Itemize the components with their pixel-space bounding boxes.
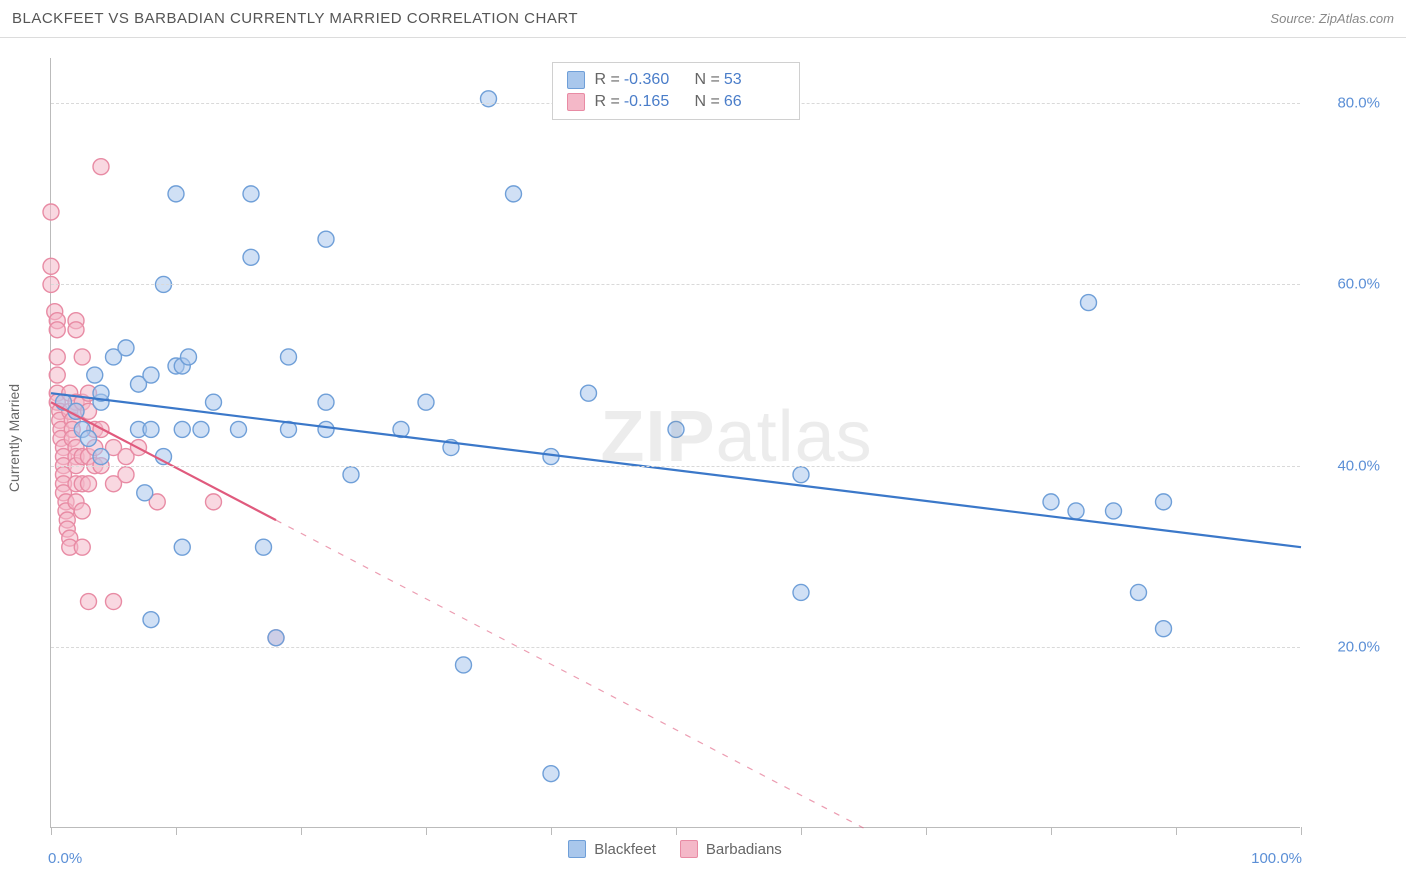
- x-tick: [551, 827, 552, 835]
- r-value-1: -0.165: [624, 93, 669, 111]
- n-label-0: N =: [695, 71, 720, 89]
- x-tick: [926, 827, 927, 835]
- scatter-svg: [51, 58, 1300, 827]
- x-tick: [1176, 827, 1177, 835]
- x-tick: [176, 827, 177, 835]
- source-label: Source:: [1270, 11, 1315, 26]
- stats-legend-row-0: R = -0.360 N = 53: [567, 69, 785, 91]
- x-axis-footer: 0.0% Blackfeet Barbadians 100.0%: [50, 836, 1300, 876]
- source-value: ZipAtlas.com: [1319, 11, 1394, 26]
- stats-swatch-1: [567, 93, 585, 111]
- series-label-0: Blackfeet: [594, 841, 656, 858]
- y-tick-label: 20.0%: [1310, 638, 1380, 655]
- x-tick: [426, 827, 427, 835]
- series-swatch-0: [568, 840, 586, 858]
- y-tick-label: 40.0%: [1310, 457, 1380, 474]
- y-tick-label: 80.0%: [1310, 95, 1380, 112]
- n-label-1: N =: [695, 93, 720, 111]
- x-tick: [1301, 827, 1302, 835]
- stats-swatch-0: [567, 71, 585, 89]
- source-attribution: Source: ZipAtlas.com: [1270, 11, 1394, 26]
- gridline-h: [51, 647, 1300, 648]
- r-label-1: R =: [595, 93, 620, 111]
- y-tick-label: 60.0%: [1310, 276, 1380, 293]
- y-axis-label: Currently Married: [6, 384, 22, 492]
- x-axis-max-label: 100.0%: [1251, 850, 1302, 867]
- series-legend-item-1: Barbadians: [680, 840, 782, 858]
- stats-legend-row-1: R = -0.165 N = 66: [567, 91, 785, 113]
- n-value-0: 53: [724, 71, 742, 89]
- x-tick: [51, 827, 52, 835]
- x-tick: [1051, 827, 1052, 835]
- x-tick: [676, 827, 677, 835]
- gridline-h: [51, 466, 1300, 467]
- series-legend: Blackfeet Barbadians: [50, 840, 1300, 858]
- r-value-0: -0.360: [624, 71, 669, 89]
- series-legend-item-0: Blackfeet: [568, 840, 656, 858]
- chart-area: Currently Married R = -0.360 N = 53 R = …: [0, 38, 1406, 892]
- stats-legend: R = -0.360 N = 53 R = -0.165 N = 66: [552, 62, 800, 120]
- series-swatch-1: [680, 840, 698, 858]
- header-bar: BLACKFEET VS BARBADIAN CURRENTLY MARRIED…: [0, 0, 1406, 38]
- x-tick: [301, 827, 302, 835]
- n-value-1: 66: [724, 93, 742, 111]
- x-tick: [801, 827, 802, 835]
- series-label-1: Barbadians: [706, 841, 782, 858]
- y-axis-label-wrap: Currently Married: [0, 38, 28, 838]
- chart-title: BLACKFEET VS BARBADIAN CURRENTLY MARRIED…: [12, 10, 578, 27]
- plot-region: R = -0.360 N = 53 R = -0.165 N = 66 ZIPa…: [50, 58, 1300, 828]
- r-label-0: R =: [595, 71, 620, 89]
- gridline-h: [51, 284, 1300, 285]
